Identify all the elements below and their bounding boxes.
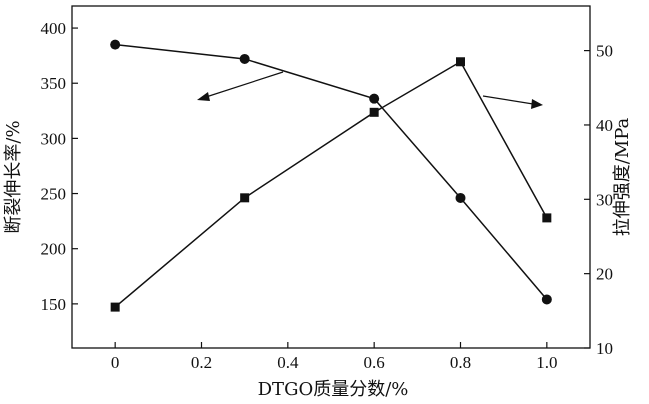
left-y-axis-title: 断裂伸长率/% <box>3 120 24 233</box>
elongation-point <box>369 93 380 104</box>
left-y-tick-label: 300 <box>41 129 67 148</box>
tensile-strength-point <box>369 107 379 117</box>
tensile-strength-point <box>456 57 465 67</box>
right-axis-arrow <box>482 95 543 109</box>
x-tick-label: 1.0 <box>536 353 557 372</box>
tensile-strength-point <box>240 193 250 203</box>
left-y-tick-label: 200 <box>41 240 67 259</box>
right-y-tick-label: 30 <box>596 190 613 209</box>
left-y-axis-ticks: 150 200 250 300 350 400 <box>41 19 78 314</box>
elongation-point <box>541 294 552 305</box>
right-y-axis-ticks: 10 20 30 40 50 <box>584 42 613 358</box>
left-axis-arrow <box>197 71 284 101</box>
left-y-tick-label: 150 <box>41 295 67 314</box>
right-y-tick-label: 40 <box>596 116 613 135</box>
x-tick-label: 0.8 <box>450 353 471 372</box>
left-y-tick-label: 350 <box>41 74 67 93</box>
right-y-axis-title: 拉伸强度/MPa <box>612 117 633 236</box>
series-group <box>110 39 552 312</box>
x-axis-ticks: 0 0.2 0.4 0.6 0.8 1.0 <box>111 342 557 372</box>
elongation-point <box>239 53 250 64</box>
elongation-series-line <box>115 43 548 300</box>
plot-frame <box>71 5 591 349</box>
tensile-strength-point <box>110 302 120 312</box>
left-y-tick-label: 250 <box>41 185 67 204</box>
left-y-tick-label: 400 <box>41 19 67 38</box>
x-tick-label: 0.6 <box>364 353 385 372</box>
x-tick-label: 0.2 <box>191 353 212 372</box>
x-tick-label: 0.4 <box>277 353 299 372</box>
x-axis-title: DTGO质量分数/% <box>258 379 409 400</box>
right-y-tick-label: 50 <box>596 42 613 61</box>
x-tick-label: 0 <box>111 353 120 372</box>
elongation-point <box>110 39 121 50</box>
tensile-strength-series-line <box>114 60 548 308</box>
elongation-point <box>455 192 466 203</box>
right-y-tick-label: 10 <box>596 339 613 358</box>
right-y-tick-label: 20 <box>596 265 613 284</box>
tensile-strength-point <box>542 213 552 223</box>
